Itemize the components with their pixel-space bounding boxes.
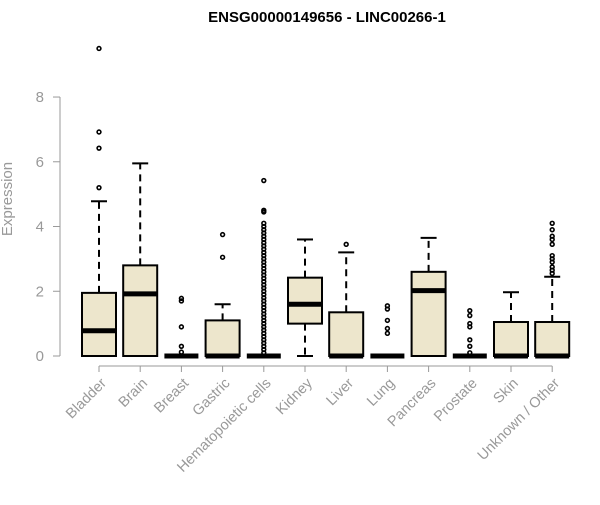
outlier-point (384, 325, 391, 332)
y-tick-label: 8 (36, 89, 44, 106)
box-group (246, 177, 281, 359)
outlier-point (549, 241, 555, 248)
x-tick-label: Kidney (273, 375, 316, 418)
box-group (452, 307, 487, 359)
outlier-point (178, 343, 185, 349)
box-rect (204, 319, 241, 357)
box-group (204, 231, 241, 359)
outlier-point (178, 295, 185, 302)
outlier-point (261, 207, 267, 214)
boxes-layer (81, 45, 571, 359)
x-tick-label: Skin (491, 376, 522, 407)
outlier-point (467, 320, 473, 327)
outlier-point (549, 233, 555, 239)
box-rect (81, 291, 117, 357)
box-group (122, 162, 159, 358)
outlier-point (261, 177, 267, 184)
x-tick-label: Bladder (63, 375, 110, 422)
x-tick-label: Brain (116, 376, 151, 411)
outlier-point (467, 337, 473, 343)
box-rect (410, 270, 447, 357)
outlier-point (384, 317, 391, 324)
outlier-point (178, 324, 185, 330)
x-tick-label: Lung (364, 376, 398, 410)
box-group (370, 303, 405, 359)
x-tick-label: Breast (151, 376, 192, 417)
x-tick-label: Prostate (431, 376, 480, 425)
box-group (81, 45, 117, 357)
outlier-point (219, 254, 226, 260)
outlier-point (549, 252, 555, 259)
outlier-point (467, 350, 473, 356)
y-tick-label: 6 (36, 154, 44, 171)
y-axis-label: Expression (0, 162, 16, 236)
outlier-point (384, 303, 391, 309)
outlier-point (467, 343, 473, 349)
outlier-point (549, 220, 555, 226)
outlier-point (178, 298, 185, 304)
box-rect (122, 264, 159, 358)
y-tick-label: 0 (36, 348, 44, 365)
outlier-point (384, 330, 391, 337)
box-group (164, 295, 199, 359)
outlier-point (467, 307, 473, 314)
outlier-point (549, 227, 555, 233)
box-rect (287, 276, 323, 325)
outlier-point (96, 45, 102, 52)
outlier-point (343, 241, 349, 248)
box-group (534, 220, 571, 359)
outlier-point (96, 129, 102, 135)
y-tick-label: 2 (36, 283, 44, 300)
box-rect (493, 321, 529, 358)
chart-title: ENSG00000149656 - LINC00266-1 (208, 9, 446, 26)
x-tick-label: Liver (323, 375, 357, 409)
box-group (493, 291, 529, 359)
box-rect (328, 311, 365, 358)
outlier-point (96, 145, 102, 151)
outlier-point (549, 264, 555, 270)
box-group (287, 238, 323, 357)
outlier-point (261, 220, 267, 226)
box-group (328, 241, 365, 359)
outlier-point (467, 312, 473, 319)
outlier-point (178, 349, 185, 355)
box-group (410, 236, 447, 357)
box-rect (534, 321, 571, 358)
outlier-point (219, 231, 226, 238)
y-tick-label: 4 (36, 219, 44, 236)
y-axis: 0 2 4 6 8 (36, 89, 61, 365)
outlier-point (96, 184, 102, 191)
